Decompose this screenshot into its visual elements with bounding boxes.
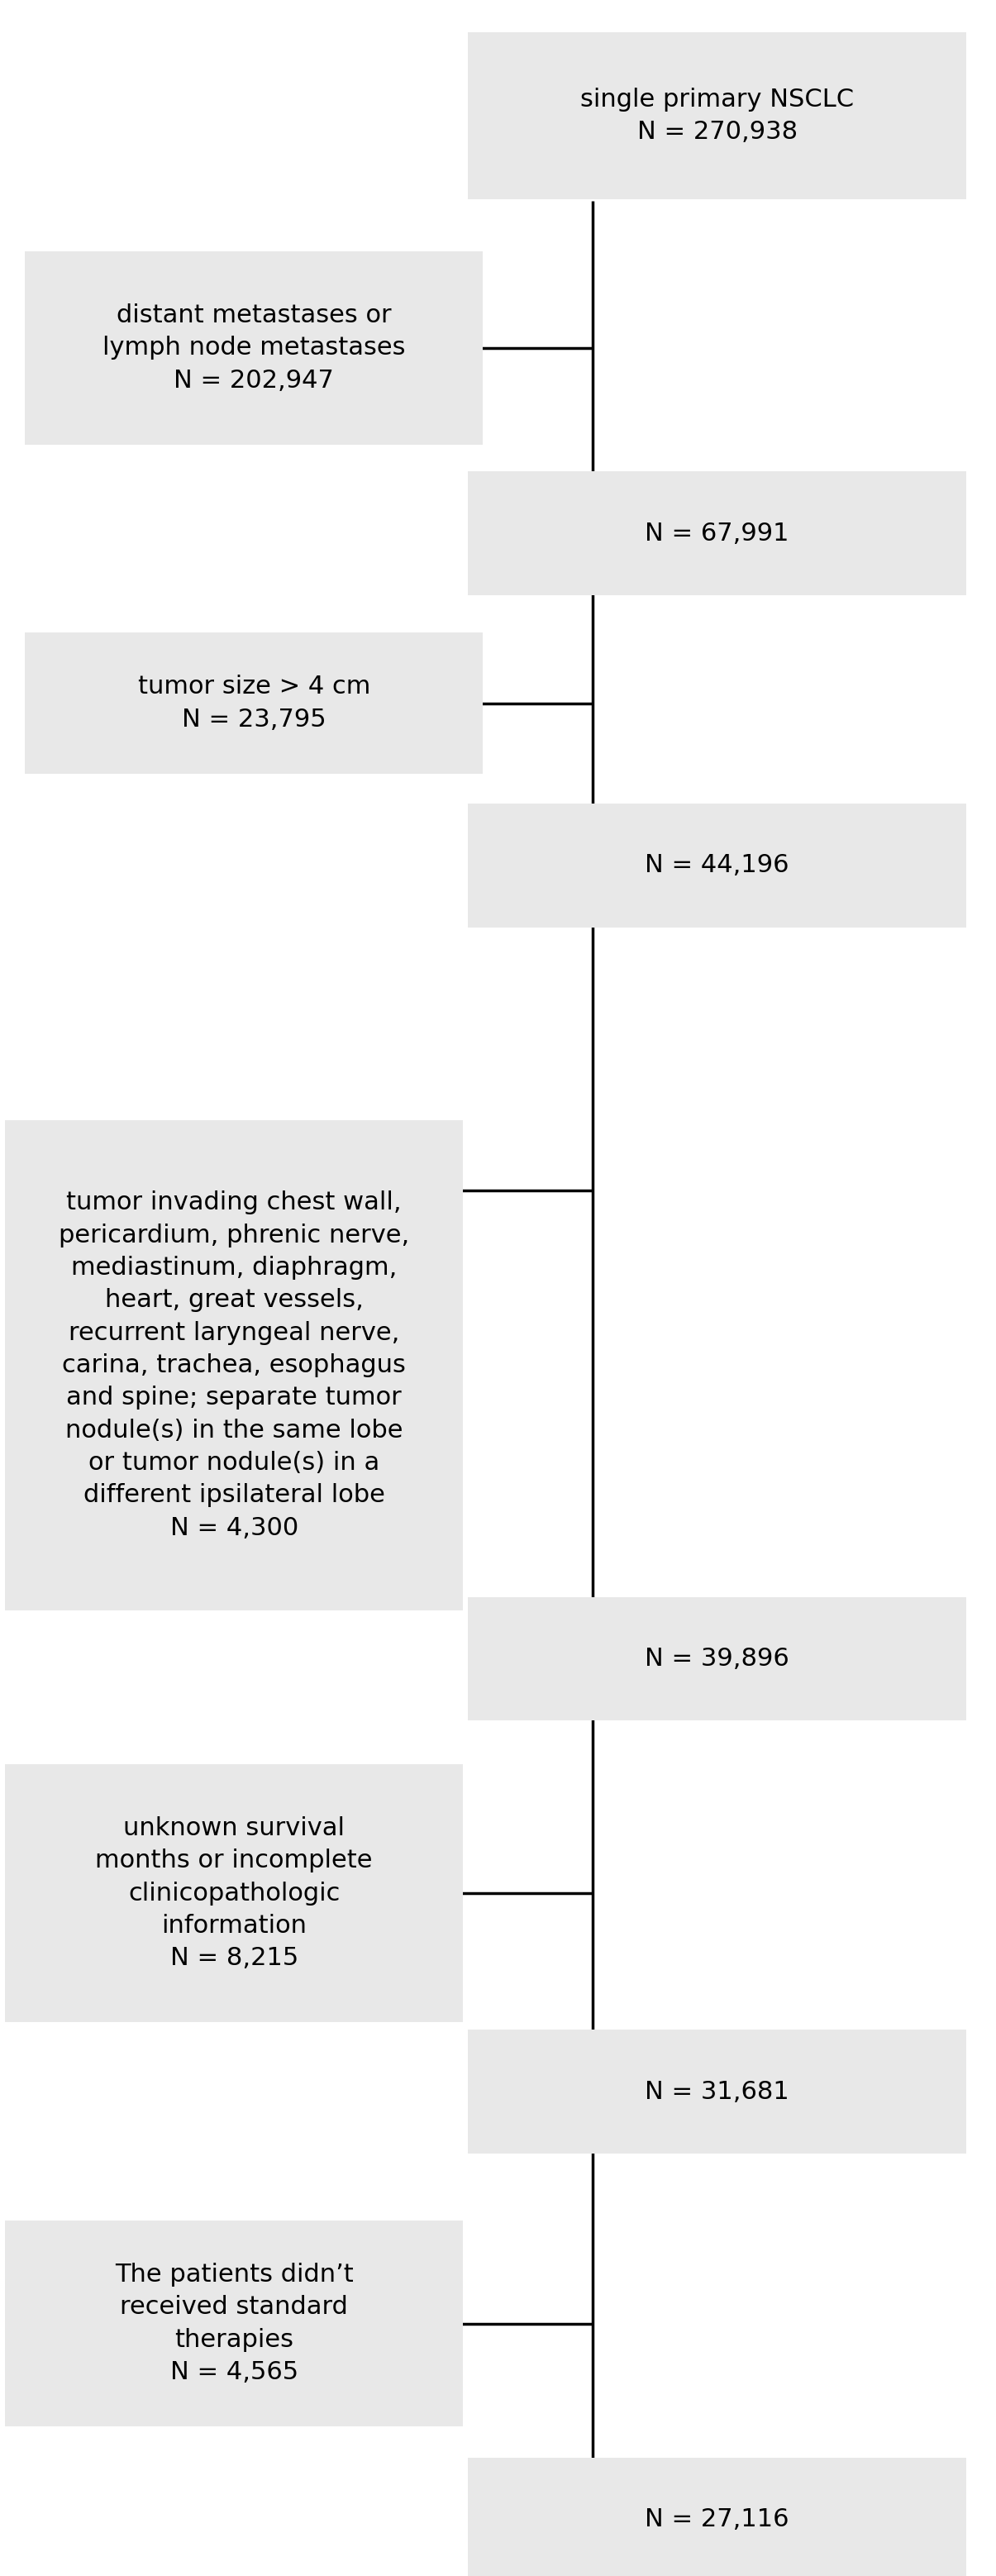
- Text: single primary NSCLC
N = 270,938: single primary NSCLC N = 270,938: [581, 88, 854, 144]
- FancyBboxPatch shape: [25, 631, 483, 775]
- FancyBboxPatch shape: [468, 1597, 966, 1721]
- FancyBboxPatch shape: [5, 1765, 463, 2022]
- Text: tumor size > 4 cm
N = 23,795: tumor size > 4 cm N = 23,795: [137, 675, 371, 732]
- Text: unknown survival
months or incomplete
clinicopathologic
information
N = 8,215: unknown survival months or incomplete cl…: [96, 1816, 373, 1971]
- FancyBboxPatch shape: [5, 1121, 463, 1610]
- Text: N = 67,991: N = 67,991: [645, 520, 789, 546]
- Text: N = 39,896: N = 39,896: [644, 1646, 790, 1672]
- Text: N = 31,681: N = 31,681: [644, 2079, 790, 2105]
- FancyBboxPatch shape: [468, 471, 966, 595]
- Text: N = 44,196: N = 44,196: [645, 853, 789, 878]
- FancyBboxPatch shape: [468, 2030, 966, 2154]
- Text: The patients didn’t
received standard
therapies
N = 4,565: The patients didn’t received standard th…: [115, 2262, 354, 2385]
- FancyBboxPatch shape: [468, 804, 966, 927]
- FancyBboxPatch shape: [25, 252, 483, 443]
- Text: tumor invading chest wall,
pericardium, phrenic nerve,
mediastinum, diaphragm,
h: tumor invading chest wall, pericardium, …: [59, 1190, 409, 1540]
- FancyBboxPatch shape: [468, 2458, 966, 2576]
- Text: N = 27,116: N = 27,116: [645, 2506, 789, 2532]
- Text: distant metastases or
lymph node metastases
N = 202,947: distant metastases or lymph node metasta…: [103, 304, 405, 392]
- FancyBboxPatch shape: [468, 33, 966, 201]
- FancyBboxPatch shape: [5, 2221, 463, 2427]
